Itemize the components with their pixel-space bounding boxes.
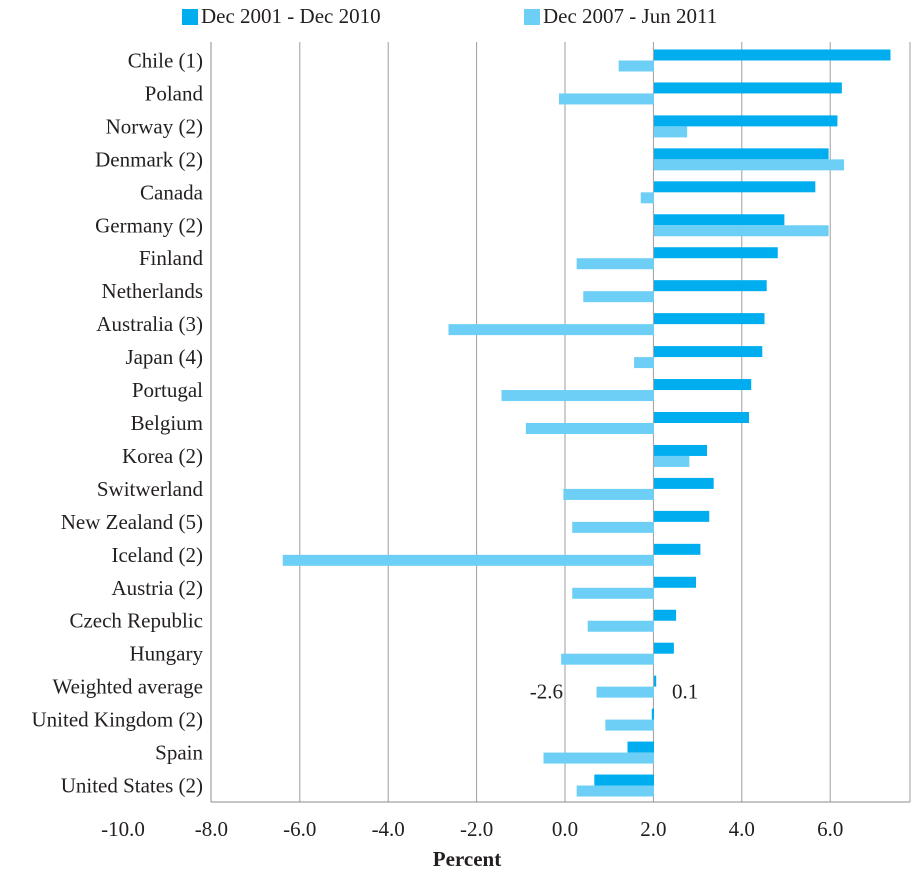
category-label: Japan (4): [125, 345, 203, 369]
bar-dec-2001-dec-2010: [654, 148, 829, 160]
x-tick-label: 0.0: [552, 817, 578, 841]
bar-dec-2001-dec-2010: [654, 477, 714, 489]
legend-item-series-2: Dec 2007 - Jun 2011: [524, 4, 717, 29]
bar-dec-2001-dec-2010: [654, 543, 701, 555]
bar-dec-2001-dec-2010: [654, 444, 708, 456]
category-label: Finland: [139, 246, 204, 270]
category-label: Germany (2): [95, 213, 203, 237]
bar-dec-2001-dec-2010: [654, 181, 816, 193]
bar-dec-2001-dec-2010: [654, 313, 765, 325]
category-label: Austria (2): [111, 576, 203, 600]
category-label: Australia (3): [96, 312, 203, 336]
bar-dec-2007-jun-2011: [525, 423, 654, 434]
bar-dec-2007-jun-2011: [576, 785, 654, 797]
category-label: Belgium: [131, 411, 203, 435]
category-label: Korea (2): [122, 444, 203, 468]
x-tick-label: 6.0: [817, 817, 843, 841]
category-label: Denmark (2): [95, 147, 203, 171]
bar-dec-2007-jun-2011: [576, 258, 654, 270]
bar-dec-2007-jun-2011: [654, 455, 690, 467]
bar-dec-2007-jun-2011: [448, 324, 654, 336]
bar-dec-2001-dec-2010: [654, 609, 677, 621]
bar-dec-2001-dec-2010: [654, 214, 785, 226]
legend-swatch-series-2: [524, 8, 540, 25]
x-axis-title: Percent: [433, 847, 501, 870]
category-label: United Kingdom (2): [32, 708, 203, 732]
annotation-weighted-average-series-1: 0.1: [672, 680, 698, 704]
bar-dec-2007-jun-2011: [563, 488, 654, 500]
category-label: United States (2): [61, 774, 203, 798]
category-label: Canada: [140, 180, 204, 204]
category-label: Portugal: [132, 378, 203, 402]
legend: Dec 2001 - Dec 2010 Dec 2007 - Jun 2011: [0, 4, 912, 34]
x-tick-label: 4.0: [729, 817, 755, 841]
bar-dec-2007-jun-2011: [618, 60, 654, 72]
bar-dec-2001-dec-2010: [654, 642, 674, 654]
bar-dec-2001-dec-2010: [594, 774, 654, 786]
bar-dec-2007-jun-2011: [561, 653, 654, 665]
bar-dec-2007-jun-2011: [572, 587, 654, 599]
bar-dec-2007-jun-2011: [501, 390, 654, 402]
bar-dec-2007-jun-2011: [654, 126, 688, 138]
bar-dec-2001-dec-2010: [627, 741, 654, 753]
legend-label-series-2: Dec 2007 - Jun 2011: [543, 4, 718, 28]
bar-dec-2007-jun-2011: [634, 357, 654, 369]
bar-dec-2007-jun-2011: [640, 192, 654, 204]
category-label: Spain: [155, 741, 203, 765]
category-label: Netherlands: [102, 279, 203, 303]
category-label: Hungary: [130, 642, 204, 666]
bar-dec-2001-dec-2010: [654, 346, 763, 358]
bar-dec-2001-dec-2010: [651, 708, 654, 720]
category-label: Poland: [145, 81, 204, 105]
bar-dec-2007-jun-2011: [587, 620, 654, 632]
bar-dec-2001-dec-2010: [654, 379, 752, 391]
category-label: Iceland (2): [111, 543, 203, 567]
bar-dec-2007-jun-2011: [605, 719, 654, 731]
bar-dec-2001-dec-2010: [654, 115, 838, 127]
bar-dec-2007-jun-2011: [572, 521, 654, 533]
bar-dec-2001-dec-2010: [654, 247, 778, 259]
bar-dec-2001-dec-2010: [654, 412, 750, 423]
bar-dec-2001-dec-2010: [654, 280, 767, 292]
bar-dec-2001-dec-2010: [654, 49, 891, 61]
category-label: Weighted average: [53, 675, 203, 699]
legend-label-series-1: Dec 2001 - Dec 2010: [201, 4, 381, 28]
x-tick-label: -2.0: [460, 817, 493, 841]
category-label: Czech Republic: [69, 609, 203, 633]
category-label: New Zealand (5): [61, 510, 203, 534]
category-label: Switwerland: [97, 477, 204, 501]
bar-dec-2007-jun-2011: [282, 554, 654, 566]
annotation-weighted-average-series-2: -2.6: [530, 680, 563, 704]
x-tick-label: -10.0: [101, 817, 145, 841]
category-label: Norway (2): [106, 114, 203, 138]
legend-item-series-1: Dec 2001 - Dec 2010: [182, 4, 381, 29]
bar-dec-2007-jun-2011: [583, 291, 654, 303]
legend-swatch-series-1: [182, 8, 198, 25]
bar-dec-2001-dec-2010: [654, 675, 657, 687]
bar-dec-2007-jun-2011: [596, 686, 654, 698]
bar-dec-2007-jun-2011: [543, 752, 654, 764]
x-tick-label: -8.0: [195, 817, 228, 841]
bar-dec-2007-jun-2011: [654, 159, 845, 171]
x-tick-label: -4.0: [372, 817, 405, 841]
bar-dec-2007-jun-2011: [558, 93, 654, 105]
bar-dec-2001-dec-2010: [654, 82, 842, 94]
category-label: Chile (1): [128, 48, 203, 72]
x-tick-label: -6.0: [283, 817, 316, 841]
x-tick-label: 2.0: [640, 817, 666, 841]
bar-dec-2001-dec-2010: [654, 510, 710, 522]
bar-dec-2001-dec-2010: [654, 576, 696, 588]
bar-dec-2007-jun-2011: [654, 225, 829, 237]
